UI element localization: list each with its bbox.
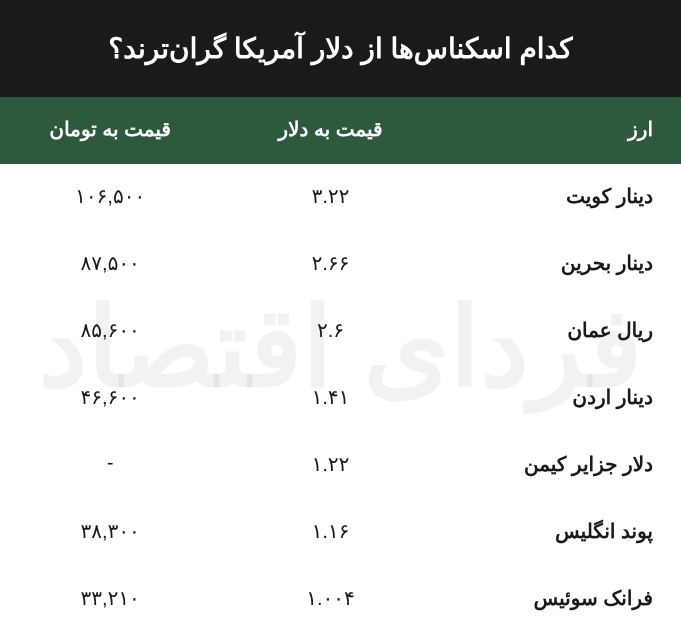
table-row: پوند انگلیس ۱.۱۶ ۳۸,۳۰۰ — [0, 499, 681, 566]
table-row: ریال عمان ۲.۶ ۸۵,۶۰۰ — [0, 298, 681, 365]
cell-usd: ۱.۲۲ — [220, 432, 440, 499]
cell-toman: ۸۵,۶۰۰ — [0, 298, 220, 365]
cell-toman: ۳۸,۳۰۰ — [0, 499, 220, 566]
cell-usd: ۳.۲۲ — [220, 164, 440, 231]
cell-name: دینار کویت — [441, 164, 681, 231]
cell-toman: - — [0, 432, 220, 499]
table-header-row: ارز قیمت به دلار قیمت به تومان — [0, 97, 681, 164]
table-row: دینار بحرین ۲.۶۶ ۸۷,۵۰۰ — [0, 231, 681, 298]
currency-table: ارز قیمت به دلار قیمت به تومان دینار کوی… — [0, 97, 681, 633]
cell-usd: ۲.۶ — [220, 298, 440, 365]
cell-name: دینار بحرین — [441, 231, 681, 298]
cell-usd: ۱.۰۰۴ — [220, 566, 440, 633]
col-header-toman: قیمت به تومان — [0, 97, 220, 164]
table-row: دینار اردن ۱.۴۱ ۴۶,۶۰۰ — [0, 365, 681, 432]
col-header-usd: قیمت به دلار — [220, 97, 440, 164]
table-row: دلار جزایر کیمن ۱.۲۲ - — [0, 432, 681, 499]
col-header-name: ارز — [441, 97, 681, 164]
cell-toman: ۴۶,۶۰۰ — [0, 365, 220, 432]
cell-toman: ۳۳,۲۱۰ — [0, 566, 220, 633]
cell-usd: ۲.۶۶ — [220, 231, 440, 298]
cell-name: پوند انگلیس — [441, 499, 681, 566]
cell-name: دینار اردن — [441, 365, 681, 432]
cell-toman: ۸۷,۵۰۰ — [0, 231, 220, 298]
table-row: دینار کویت ۳.۲۲ ۱۰۶,۵۰۰ — [0, 164, 681, 231]
cell-name: فرانک سوئیس — [441, 566, 681, 633]
cell-toman: ۱۰۶,۵۰۰ — [0, 164, 220, 231]
cell-name: ریال عمان — [441, 298, 681, 365]
cell-name: دلار جزایر کیمن — [441, 432, 681, 499]
table-row: فرانک سوئیس ۱.۰۰۴ ۳۳,۲۱۰ — [0, 566, 681, 633]
cell-usd: ۱.۱۶ — [220, 499, 440, 566]
page-title: کدام اسکناس‌ها از دلار آمریکا گران‌ترند؟ — [0, 0, 681, 97]
cell-usd: ۱.۴۱ — [220, 365, 440, 432]
